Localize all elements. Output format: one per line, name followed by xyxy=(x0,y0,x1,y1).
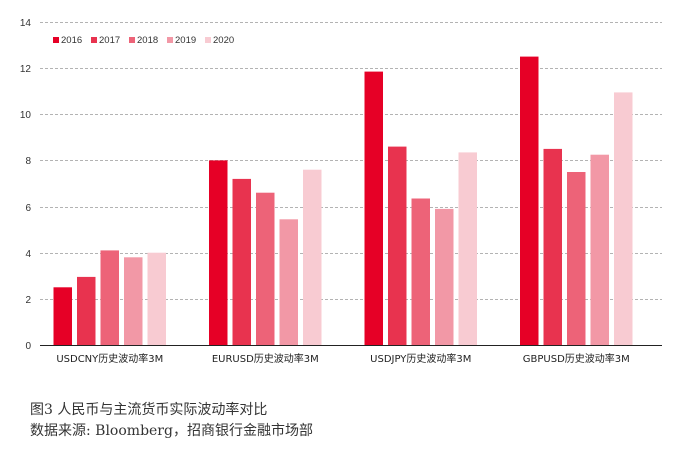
bar-2017 xyxy=(232,178,251,345)
y-tick-label: 10 xyxy=(20,110,32,121)
bar-2016 xyxy=(53,287,72,345)
bar-2016 xyxy=(520,56,539,345)
bar-2016 xyxy=(209,160,228,345)
bar-2019 xyxy=(435,208,454,345)
bar-2020 xyxy=(147,252,166,345)
legend-swatch-2016 xyxy=(53,37,59,43)
data-source: 数据来源: Bloomberg，招商银行金融市场部 xyxy=(30,423,313,439)
y-tick-label: 12 xyxy=(20,64,32,75)
bar-2017 xyxy=(543,148,562,345)
x-category-label: EURUSD历史波动率3M xyxy=(212,352,319,365)
y-tick-label: 2 xyxy=(25,295,31,306)
legend-label: 2019 xyxy=(175,35,196,46)
legend-swatch-2017 xyxy=(91,37,97,43)
legend-swatch-2020 xyxy=(205,37,211,43)
bar-2020 xyxy=(303,169,322,345)
legend-swatch-2019 xyxy=(167,37,173,43)
bar-2018 xyxy=(411,198,430,345)
bar-2017 xyxy=(77,276,96,345)
y-tick-label: 6 xyxy=(25,203,31,214)
legend-label: 2020 xyxy=(213,35,234,46)
x-axis-labels: USDCNY历史波动率3M EURUSD历史波动率3M USDJPY历史波动率3M G… xyxy=(56,352,629,365)
legend-label: 2018 xyxy=(137,35,158,46)
bar-2019 xyxy=(590,154,609,345)
y-tick-label: 8 xyxy=(25,156,31,167)
bar-2020 xyxy=(458,152,477,345)
bar-2016 xyxy=(364,71,383,345)
legend-label: 2016 xyxy=(61,35,82,46)
bar-2019 xyxy=(279,219,298,345)
y-tick-label: 4 xyxy=(25,249,31,260)
x-category-label: USDCNY历史波动率3M xyxy=(56,352,163,365)
gridlines xyxy=(40,22,662,300)
figure-title: 图3 人民币与主流货币实际波动率对比 xyxy=(30,402,268,418)
bar-2018 xyxy=(100,250,119,345)
y-tick-label: 14 xyxy=(20,18,32,29)
bar-2017 xyxy=(388,146,407,345)
legend-swatch-2018 xyxy=(129,37,135,43)
bar-2020 xyxy=(614,92,633,346)
legend: 2016 2017 2018 2019 2020 xyxy=(53,35,234,46)
x-category-label: USDJPY历史波动率3M xyxy=(370,352,471,365)
x-category-label: GBPUSD历史波动率3M xyxy=(523,352,630,365)
bar-2019 xyxy=(124,257,143,345)
bar-2018 xyxy=(256,192,275,345)
bar-2018 xyxy=(567,172,586,345)
bars xyxy=(53,56,633,346)
legend-label: 2017 xyxy=(99,35,120,46)
y-axis: 0 2 4 6 8 10 12 14 xyxy=(20,18,32,352)
y-tick-label: 0 xyxy=(25,341,31,352)
